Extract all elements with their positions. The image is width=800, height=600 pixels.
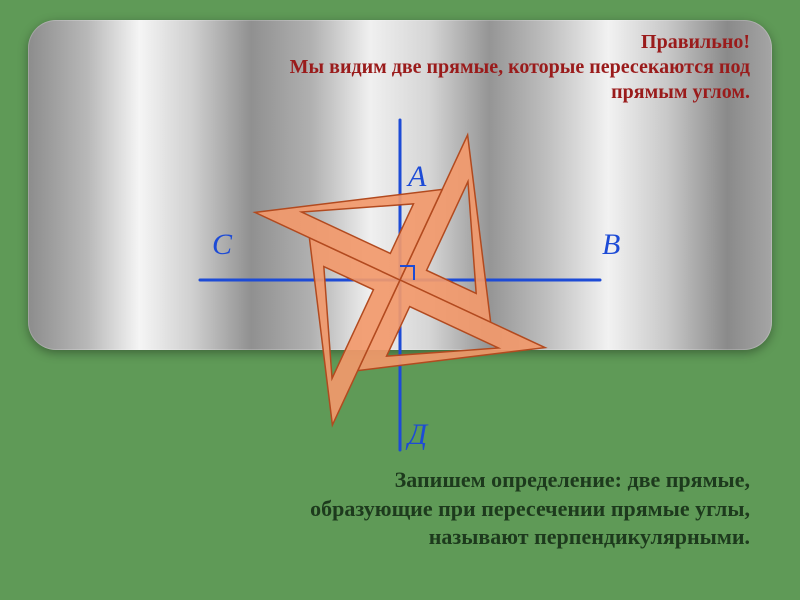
feedback-text: Правильно! Мы видим две прямые, которые … [100, 30, 750, 105]
slide-frame: Правильно! Мы видим две прямые, которые … [0, 0, 800, 600]
point-label-A: А [408, 160, 426, 194]
point-label-B: В [602, 228, 620, 262]
feedback-line3: прямым углом. [611, 81, 750, 103]
point-label-D: Д [408, 418, 427, 452]
feedback-line1: Правильно! [641, 31, 750, 53]
definition-line2: образующие при пересечении прямые углы, [310, 496, 750, 521]
definition-line3: называют перпендикулярными. [429, 524, 750, 549]
definition-text: Запишем определение: две прямые, образую… [110, 466, 750, 552]
definition-line1: Запишем определение: две прямые, [395, 467, 750, 492]
feedback-line2: Мы видим две прямые, которые пересекаютс… [290, 56, 750, 78]
point-label-C: С [212, 228, 232, 262]
